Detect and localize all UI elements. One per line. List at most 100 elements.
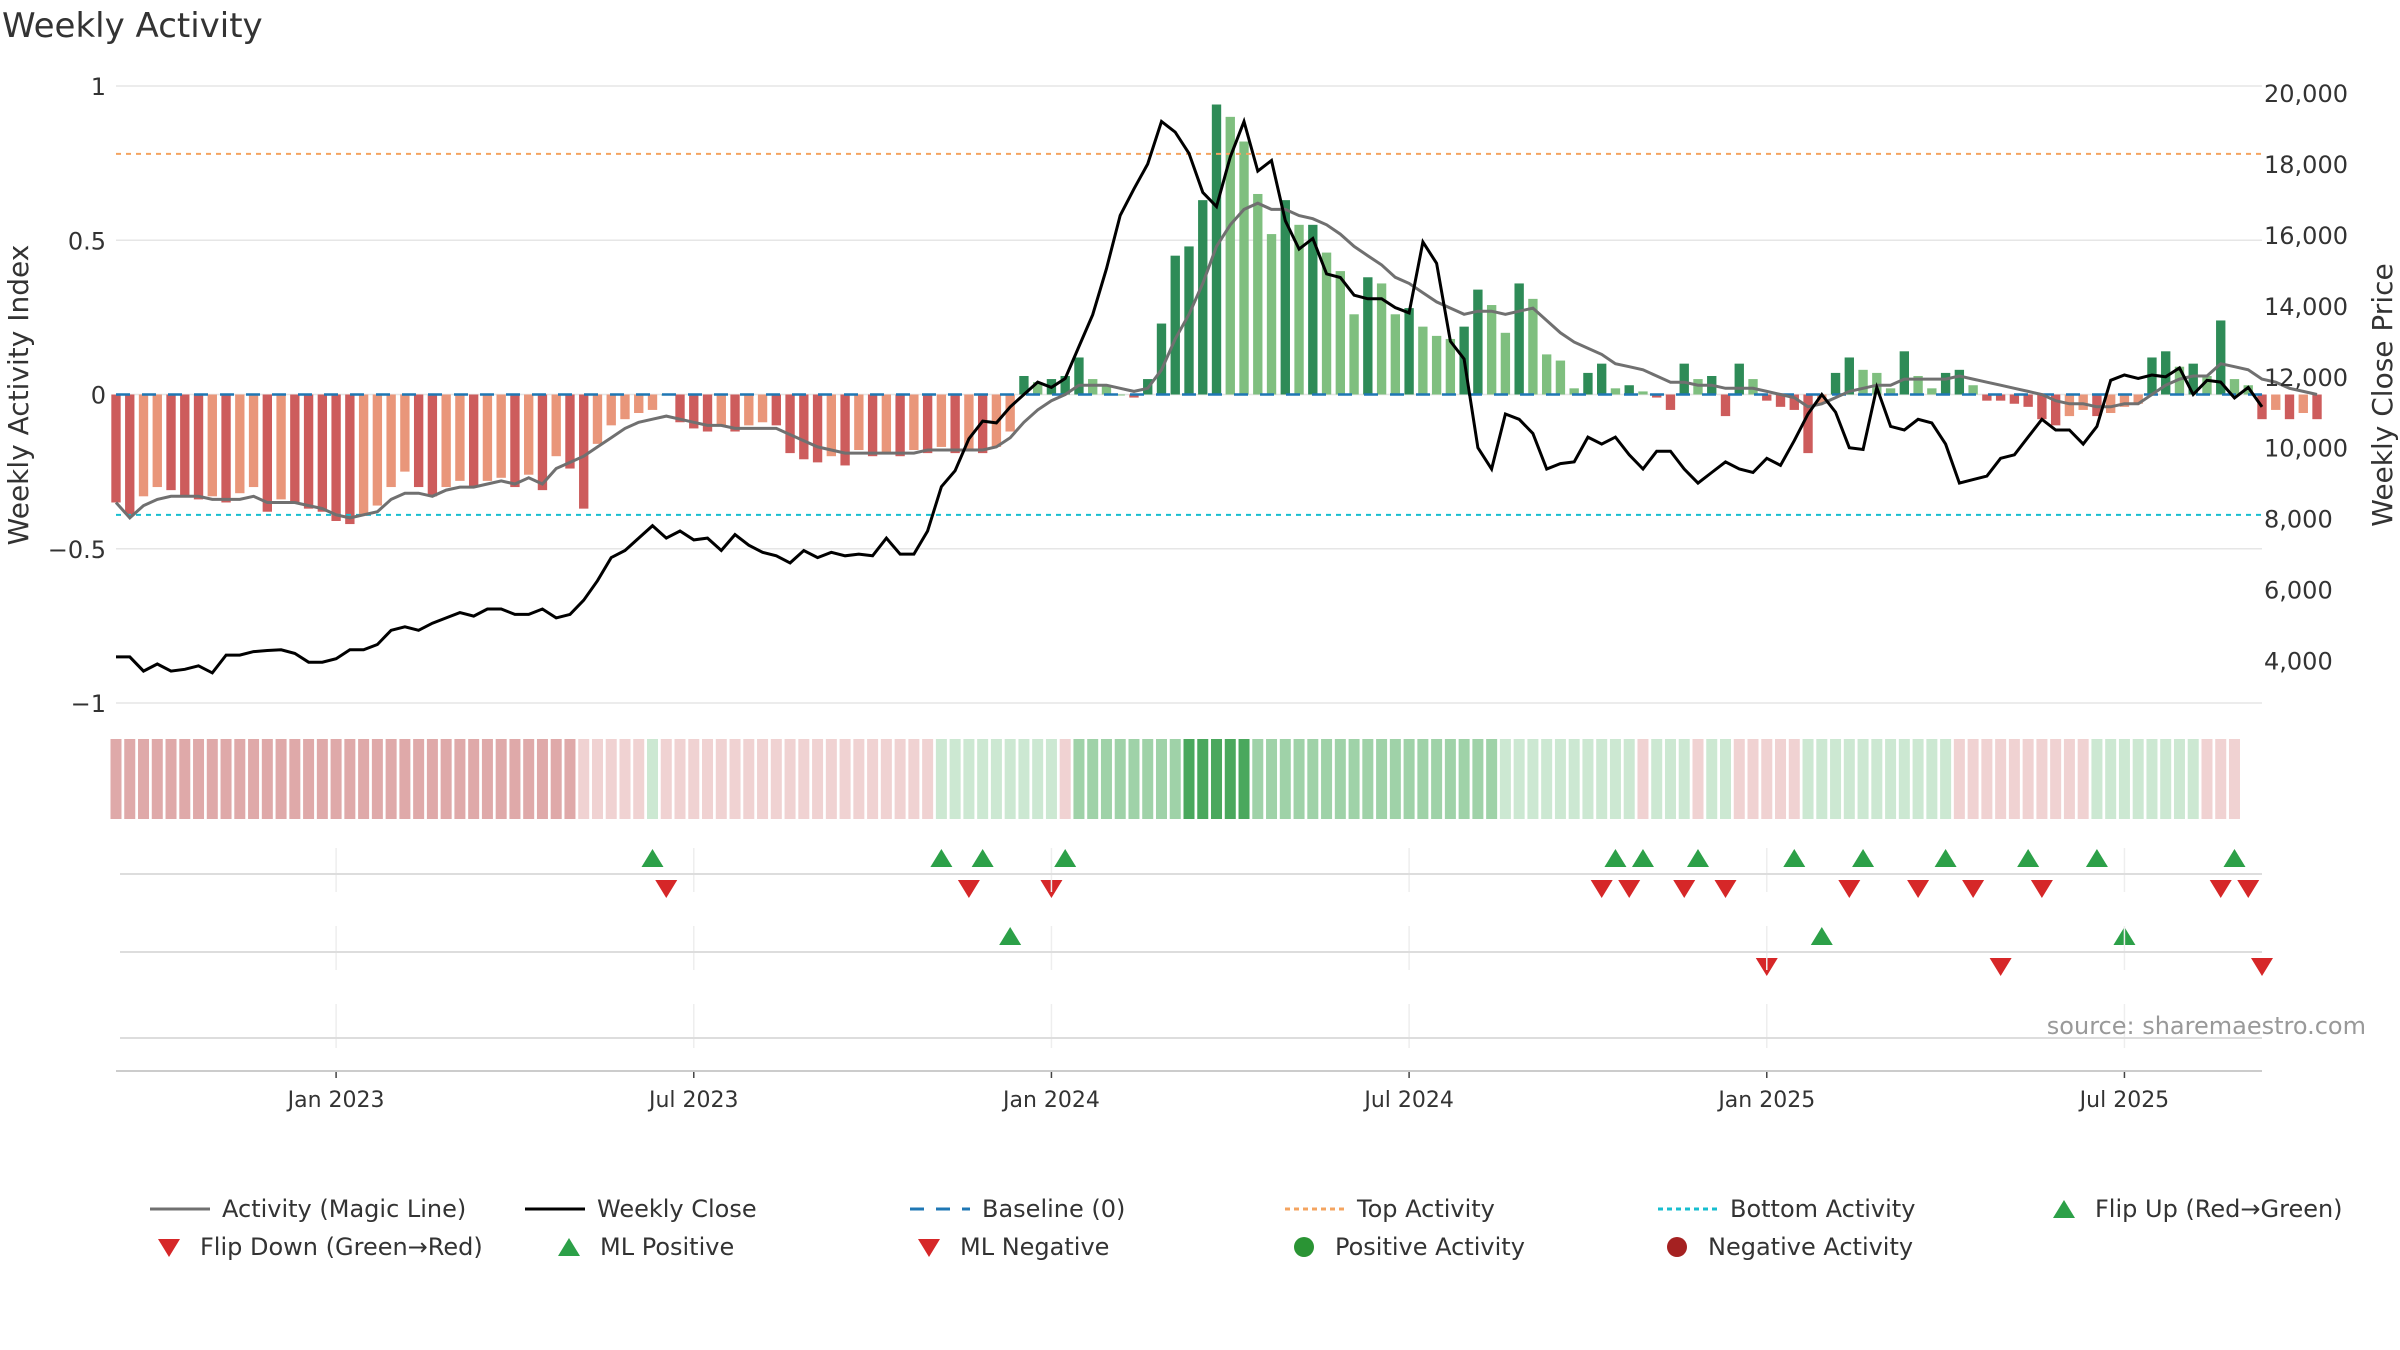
legend-swatch	[1294, 1237, 1314, 1257]
legend-swatch	[1667, 1237, 1687, 1257]
activity-bar	[2229, 379, 2240, 395]
flip-down-marker	[1838, 880, 1861, 898]
activity-bar	[1927, 388, 1937, 395]
activity-bar	[221, 394, 231, 503]
activity-bar	[2161, 351, 2171, 395]
state-band-cell	[633, 739, 645, 819]
state-band-cell	[1252, 739, 1264, 819]
state-band-cell	[1761, 739, 1773, 819]
activity-bar	[2119, 394, 2130, 407]
state-band-cell	[619, 739, 631, 819]
state-band-cell	[1114, 739, 1126, 819]
legend-label: Negative Activity	[1708, 1233, 1914, 1261]
activity-bar	[1679, 363, 1689, 395]
activity-bar	[812, 394, 823, 463]
state-band-cell	[1940, 739, 1952, 819]
activity-bar	[799, 394, 809, 460]
activity-bar	[922, 394, 933, 454]
state-band-cell	[523, 739, 535, 819]
activity-bar	[1486, 305, 1497, 395]
activity-bar	[977, 394, 988, 454]
flip-down-marker	[2209, 880, 2232, 898]
y-tick-label: −0.5	[48, 536, 106, 564]
state-band-cell	[2077, 739, 2089, 819]
legend-label: Positive Activity	[1335, 1233, 1525, 1261]
activity-bar	[551, 394, 561, 457]
legend-label: Activity (Magic Line)	[222, 1195, 467, 1223]
activity-bar	[1665, 394, 1676, 410]
state-band-cell	[481, 739, 493, 819]
activity-bar	[689, 394, 699, 429]
state-band-cell	[702, 739, 714, 819]
activity-bar	[2284, 394, 2295, 420]
state-band-cell	[743, 739, 755, 819]
activity-bar	[372, 394, 383, 506]
activity-bar	[524, 394, 534, 475]
state-band-cell	[1293, 739, 1305, 819]
legend-item-mlneg: ML Negative	[910, 1233, 1109, 1261]
y2-axis-label: Weekly Close Price	[2366, 263, 2399, 526]
activity-bar	[2133, 394, 2143, 404]
activity-bar	[1170, 255, 1180, 395]
legend-item-magic: Activity (Magic Line)	[150, 1195, 466, 1223]
legend-item-baseline: Baseline (0)	[910, 1195, 1125, 1223]
activity-bar	[1418, 326, 1428, 395]
state-band-cell	[1596, 739, 1608, 819]
activity-bar	[496, 394, 506, 478]
state-band-cell	[1458, 739, 1470, 819]
activity-bar	[950, 394, 960, 454]
activity-bar	[675, 394, 685, 423]
flip-up-marker	[1631, 849, 1654, 867]
activity-bar	[1294, 224, 1304, 395]
activity-bar	[1555, 360, 1566, 395]
activity-bar	[867, 394, 878, 457]
state-band-cell	[1486, 739, 1498, 819]
state-band-cell	[825, 739, 837, 819]
state-band-cell	[1527, 739, 1539, 819]
state-band-cell	[509, 739, 521, 819]
state-band-cell	[1830, 739, 1842, 819]
state-band-cell	[1719, 739, 1732, 819]
state-band-cell	[2173, 739, 2185, 819]
y2-tick-label: 8,000	[2264, 506, 2333, 534]
state-band-cell	[385, 739, 397, 819]
state-band-cell	[660, 739, 672, 819]
activity-bar	[730, 394, 740, 432]
state-band-cell	[990, 739, 1002, 819]
activity-bar	[2078, 394, 2088, 410]
state-band-cell	[1197, 739, 1209, 819]
state-band-cell	[1211, 739, 1223, 819]
state-band-cell	[812, 739, 824, 819]
legend-swatch	[525, 1207, 585, 1211]
activity-bar	[2202, 375, 2212, 395]
state-band-cell	[1224, 739, 1236, 819]
state-band-cell	[935, 739, 947, 819]
state-band-cell	[1967, 739, 1979, 819]
state-band-cell	[1513, 739, 1525, 819]
legend-item-posact: Positive Activity	[1285, 1233, 1525, 1261]
x-tick-label: Jul 2025	[2078, 1088, 2170, 1113]
state-band-cell	[165, 739, 177, 819]
activity-bar	[1156, 323, 1167, 395]
activity-bar	[826, 394, 837, 457]
state-band-cell	[1568, 739, 1580, 819]
flip-up-marker	[1054, 849, 1077, 867]
activity-bar	[1830, 372, 1841, 395]
legend-label: ML Negative	[960, 1233, 1110, 1261]
activity-bar	[1390, 314, 1401, 395]
weekly-close-line	[116, 116, 2264, 675]
legend-swatch	[558, 1238, 580, 1256]
activity-bar	[1789, 394, 1799, 410]
x-tick-label: Jan 2025	[1716, 1088, 1815, 1113]
activity-bar	[1129, 394, 1139, 398]
state-band-cell	[2091, 739, 2103, 819]
activity-bar	[358, 394, 369, 515]
y-tick-label: 0.5	[68, 227, 106, 255]
activity-bar	[317, 394, 328, 512]
activity-bar	[1473, 289, 1483, 395]
activity-bar	[455, 394, 465, 481]
state-band-cell	[591, 739, 603, 819]
state-band-cell	[1389, 739, 1401, 819]
activity-bar	[2009, 394, 2020, 404]
activity-bar	[413, 394, 424, 488]
